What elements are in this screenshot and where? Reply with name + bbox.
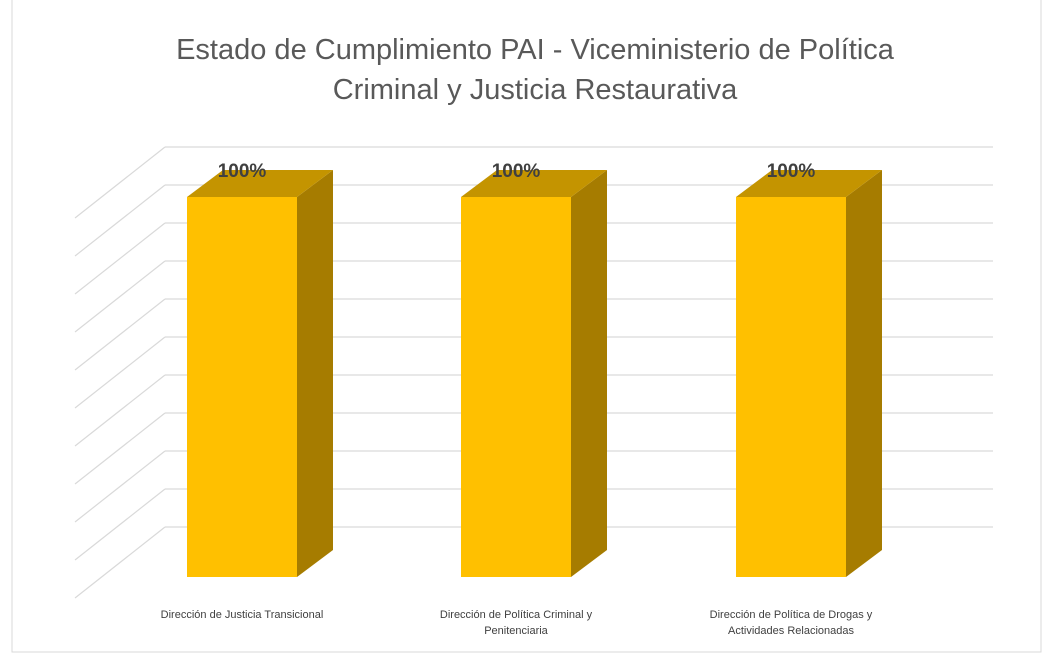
grid-line-side xyxy=(74,146,166,219)
bar xyxy=(461,197,571,577)
bar xyxy=(187,197,297,577)
grid-line-side xyxy=(74,412,166,485)
bar-side xyxy=(571,170,607,577)
bar-side xyxy=(297,170,333,577)
bar xyxy=(736,197,846,577)
grid-line-side xyxy=(74,184,166,257)
x-tick-label: Dirección de Política Criminal y Peniten… xyxy=(439,609,593,637)
value-label: 100% xyxy=(218,161,267,182)
x-tick-label: Dirección de Justicia Transicional xyxy=(160,609,324,621)
bar-top xyxy=(187,170,333,197)
x-tick-label: Dirección de Política de Drogas y Activi… xyxy=(709,609,873,637)
grid-line-side xyxy=(74,336,166,409)
bar-top xyxy=(736,170,882,197)
bar-side xyxy=(846,170,882,577)
value-label: 100% xyxy=(767,161,816,182)
value-label: 100% xyxy=(492,161,541,182)
grid-line-side xyxy=(74,260,166,333)
chart-title: Estado de Cumplimiento PAI - Viceministe… xyxy=(176,34,894,106)
grid-line-side xyxy=(74,526,166,599)
grid-line-side xyxy=(74,488,166,561)
grid-line-side xyxy=(74,298,166,371)
chart-border xyxy=(11,0,1042,653)
bar-top xyxy=(461,170,607,197)
grid-line-side xyxy=(74,222,166,295)
grid-line-side xyxy=(74,374,166,447)
grid-line-side xyxy=(74,450,166,523)
